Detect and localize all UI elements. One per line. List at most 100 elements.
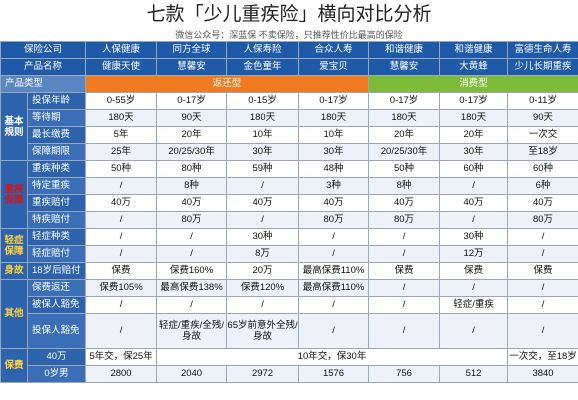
cell: 20年 bbox=[156, 126, 228, 144]
cell: 180天 bbox=[226, 109, 300, 127]
cell: 80万 bbox=[156, 211, 228, 229]
cell: 2800 bbox=[85, 365, 158, 383]
row-premium-terms: 保费 40万 5年交，保25年 10年交，保30年 一次交，至18岁 bbox=[0, 348, 578, 383]
cell: 0-17岁 bbox=[156, 92, 228, 110]
cell: / bbox=[507, 279, 578, 297]
cell: 80种 bbox=[156, 160, 228, 178]
cell: 5年交，保25年 bbox=[85, 348, 158, 366]
cell: / bbox=[85, 228, 158, 246]
row-label: 被保人豁免 bbox=[26, 296, 87, 314]
cell: / bbox=[226, 177, 300, 195]
cell: 8种 bbox=[156, 177, 228, 195]
cell: 保费120% bbox=[226, 279, 300, 297]
cell: 0-17岁 bbox=[368, 92, 441, 110]
type-return: 返还型 bbox=[85, 75, 370, 93]
product-name: 爱宝贝 bbox=[298, 58, 370, 76]
cell: 0-15岁 bbox=[226, 92, 300, 110]
product-name: 大黄蜂 bbox=[439, 58, 509, 76]
cell: / bbox=[85, 296, 158, 314]
cell: 48种 bbox=[298, 160, 370, 178]
cell: 25年 bbox=[85, 143, 158, 161]
cell: / bbox=[439, 211, 509, 229]
cell: 3840 bbox=[507, 365, 578, 383]
cell: 保费 bbox=[85, 262, 158, 280]
cell: / bbox=[85, 245, 158, 263]
cell: 20/25/30年 bbox=[156, 143, 228, 161]
cell: 180天 bbox=[298, 109, 370, 127]
cell: / bbox=[85, 313, 158, 349]
cell: 至18岁 bbox=[507, 143, 578, 161]
cell: 10年交，保30年 bbox=[156, 348, 509, 366]
cell: / bbox=[298, 245, 370, 263]
cell: / bbox=[507, 296, 578, 314]
cell: 保费160% bbox=[156, 262, 228, 280]
row-crit-kinds: 重疾保障 重疾种类 50种 80种 59种 48种 50种 60种 60种 bbox=[0, 160, 578, 229]
cell: 最高保费110% bbox=[298, 262, 370, 280]
cell: 最高保费110% bbox=[298, 279, 370, 297]
type-consume: 消费型 bbox=[368, 75, 578, 93]
cell: 一次交 bbox=[507, 126, 578, 144]
cell: 20年 bbox=[439, 126, 509, 144]
cell: / bbox=[298, 313, 370, 349]
company-name: 同方全球 bbox=[156, 41, 228, 59]
cell: 40万 bbox=[298, 194, 370, 212]
row-label: 0岁男 bbox=[26, 365, 87, 383]
cell: 40万 bbox=[507, 194, 578, 212]
cell: 5年 bbox=[85, 126, 158, 144]
company-label: 保险公司 bbox=[0, 41, 87, 59]
cell: 0-11岁 bbox=[507, 92, 578, 110]
row-waiver-insured: 被保人豁免 / / / / / 轻症/重疾 / bbox=[1, 296, 578, 314]
cell: 40万 bbox=[439, 194, 509, 212]
row-label: 投保人豁免 bbox=[26, 313, 87, 349]
cell: / bbox=[439, 177, 509, 195]
type-label: 产品类型 bbox=[0, 75, 87, 93]
cell: / bbox=[439, 313, 509, 349]
row-label: 特疾赔付 bbox=[26, 211, 87, 229]
cell: 2040 bbox=[156, 365, 228, 383]
cell: / bbox=[368, 279, 441, 297]
cell: 轻症/重疾 bbox=[439, 296, 509, 314]
row-wait: 等待期 180天 90天 180天 180天 180天 180天 90天 bbox=[1, 109, 578, 127]
cell: / bbox=[85, 211, 158, 229]
company-name: 合众人寿 bbox=[298, 41, 370, 59]
page-title: 七款「少儿重疾险」横向对比分析 bbox=[146, 4, 432, 25]
cell: 59种 bbox=[226, 160, 300, 178]
cell: / bbox=[368, 245, 441, 263]
cell: 40万 bbox=[368, 194, 441, 212]
row-death18: 身故 18岁后赔付 保费 保费160% 20万 最高保费110% 保费 保费 保… bbox=[0, 262, 578, 280]
cell: 轻症/重疾/全残/身故 bbox=[156, 313, 228, 349]
row-waiver-holder: 投保人豁免 / 轻症/重疾/全残/身故 65岁前意外全残/身故 / / / / bbox=[1, 313, 578, 349]
product-name: 金色童年 bbox=[226, 58, 300, 76]
category-basic: 基本规则 bbox=[0, 92, 28, 161]
cell: 40万 bbox=[85, 194, 158, 212]
row-label: 40万 bbox=[26, 348, 87, 366]
row-label: 特定重疾 bbox=[26, 177, 87, 195]
row-label: 18岁后赔付 bbox=[26, 262, 87, 280]
cell: 一次交，至18岁 bbox=[507, 348, 578, 366]
comparison-table: 保险公司 人保健康 同方全球 人保寿险 合众人寿 和谐健康 和谐健康 富德生命人… bbox=[0, 41, 578, 383]
row-label: 最长缴费 bbox=[26, 126, 87, 144]
cell: / bbox=[298, 296, 370, 314]
cell: 0-55岁 bbox=[85, 92, 158, 110]
cell: 65岁前意外全残/身故 bbox=[226, 313, 300, 349]
company-name: 人保健康 bbox=[85, 41, 158, 59]
cell: / bbox=[156, 245, 228, 263]
cell: / bbox=[298, 228, 370, 246]
cell: 180天 bbox=[439, 109, 509, 127]
row-premium-boy: 0岁男 2800 2040 2972 1576 756 512 3840 bbox=[1, 365, 578, 383]
cell: / bbox=[507, 228, 578, 246]
cell: 30年 bbox=[298, 143, 370, 161]
cell: 20/25/30年 bbox=[368, 143, 441, 161]
row-label: 重疾赔付 bbox=[26, 194, 87, 212]
cell: 40万 bbox=[156, 194, 228, 212]
company-name: 和谐健康 bbox=[368, 41, 441, 59]
category-critical: 重疾保障 bbox=[0, 160, 28, 229]
cell: 12万 bbox=[439, 245, 509, 263]
row-label: 重疾种类 bbox=[26, 160, 87, 178]
row-label: 轻症种类 bbox=[26, 228, 87, 246]
cell: 3种 bbox=[298, 177, 370, 195]
product-name: 健康天使 bbox=[85, 58, 158, 76]
row-mild-kinds: 轻症保障 轻症种类 / / 30种 / / 30种 / bbox=[0, 228, 578, 263]
cell: 90天 bbox=[156, 109, 228, 127]
cell: 180天 bbox=[85, 109, 158, 127]
